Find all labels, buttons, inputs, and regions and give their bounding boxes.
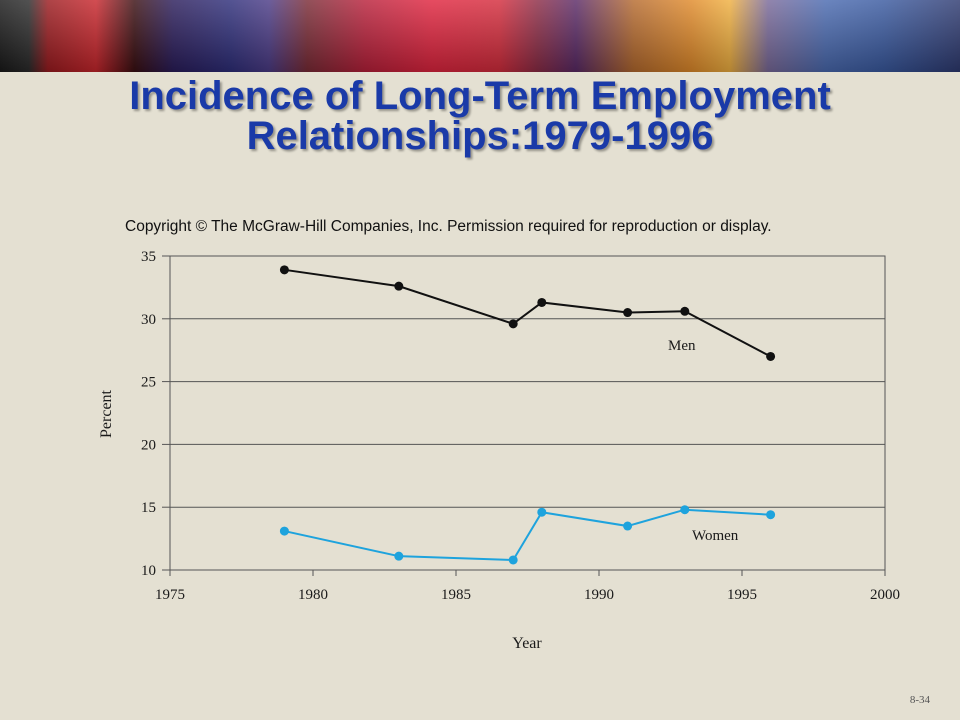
- y-tick-label-10: 10: [141, 563, 156, 579]
- y-tick-label-15: 15: [141, 500, 156, 516]
- x-axis-ticks: 1975 1980 1985 1990 1995 2000: [155, 570, 900, 603]
- y-tick-label-20: 20: [141, 437, 156, 453]
- x-axis-label: Year: [512, 635, 542, 652]
- x-tick-label-2000: 2000: [870, 587, 900, 603]
- data-point-women-1996: [766, 510, 776, 520]
- page-number: 8-34: [909, 694, 930, 706]
- data-point-men-1983: [394, 281, 404, 291]
- data-point-women-1983: [394, 551, 404, 561]
- data-point-women-1988: [537, 507, 547, 517]
- series-line-men: [284, 268, 772, 358]
- series-layer: [279, 265, 776, 565]
- plot-area: [169, 255, 886, 571]
- y-tick-label-35: 35: [141, 249, 156, 265]
- x-tick-label-1995: 1995: [727, 587, 757, 603]
- data-point-men-1996: [766, 351, 776, 361]
- x-tick-label-1975: 1975: [155, 587, 185, 603]
- y-axis-ticks: 10 15 20 25 30 35: [141, 249, 170, 579]
- data-point-women-1991: [623, 521, 633, 531]
- x-tick-label-1990: 1990: [584, 587, 614, 603]
- data-point-women-1987: [508, 555, 518, 565]
- series-label-women: Women: [692, 528, 739, 544]
- y-axis-label: Percent: [98, 389, 115, 438]
- slide-title-line-2: Relationships:1979-1996: [246, 114, 714, 158]
- data-point-women-1993: [680, 505, 690, 515]
- data-point-women-1979: [279, 526, 289, 536]
- x-tick-label-1980: 1980: [298, 587, 328, 603]
- data-point-men-1988: [537, 297, 547, 307]
- data-point-men-1979: [279, 265, 289, 275]
- gridlines: [170, 318, 885, 508]
- x-tick-label-1985: 1985: [441, 587, 471, 603]
- y-tick-label-30: 30: [141, 312, 156, 328]
- slide-title-line-1: Incidence of Long-Term Employment: [129, 74, 831, 118]
- data-point-men-1993: [680, 306, 690, 316]
- data-point-men-1991: [623, 308, 633, 318]
- slide-title: Incidence of Long-Term Employment Relati…: [60, 76, 900, 156]
- series-label-men: Men: [668, 338, 696, 354]
- y-tick-label-25: 25: [141, 375, 156, 391]
- copyright-notice: Copyright © The McGraw-Hill Companies, I…: [125, 218, 772, 235]
- header-banner-image: [0, 0, 960, 72]
- data-point-men-1987: [508, 319, 518, 329]
